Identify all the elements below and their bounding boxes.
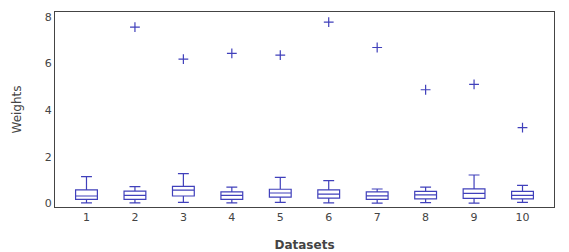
svg-text:3: 3 (180, 211, 187, 224)
svg-text:10: 10 (516, 211, 530, 224)
svg-text:8: 8 (45, 11, 52, 24)
svg-text:9: 9 (471, 211, 478, 224)
svg-text:0: 0 (45, 197, 52, 210)
svg-text:6: 6 (325, 211, 332, 224)
svg-text:1: 1 (83, 211, 90, 224)
svg-text:8: 8 (422, 211, 429, 224)
svg-text:4: 4 (45, 104, 52, 117)
svg-text:Datasets: Datasets (274, 238, 334, 252)
svg-text:5: 5 (277, 211, 284, 224)
svg-text:4: 4 (228, 211, 235, 224)
svg-text:6: 6 (45, 57, 52, 70)
svg-text:7: 7 (374, 211, 381, 224)
svg-text:Weights: Weights (10, 85, 24, 133)
svg-text:2: 2 (45, 151, 52, 164)
svg-text:2: 2 (131, 211, 138, 224)
